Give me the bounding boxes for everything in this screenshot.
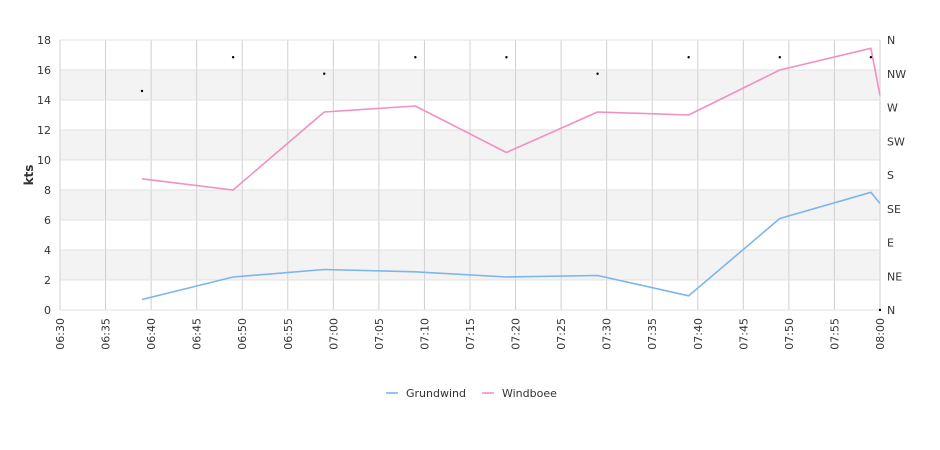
direction-point [505,56,508,59]
direction-point [414,56,417,59]
direction-axis-tick-labels: N NE E SE S SW W NW N [887,34,906,317]
x-tick-label: 07:05 [373,318,386,350]
x-tick-label: 06:55 [282,318,295,350]
direction-point [687,56,690,59]
y-tick-label: 12 [37,124,51,137]
x-tick-label: 07:40 [692,318,705,350]
x-tick-label: 06:50 [236,318,249,350]
legend-label: Windboee [502,387,557,400]
direction-point [596,72,599,75]
x-tick-label: 06:35 [100,318,113,350]
x-tick-label: 07:35 [646,318,659,350]
y-tick-label: 8 [44,184,51,197]
x-axis-tick-labels: 06:30 06:35 06:40 06:45 06:50 06:55 07:00 07:05… [54,318,887,350]
y-tick-label: 2 [44,274,51,287]
direction-tick-label: W [887,102,898,115]
direction-point [778,56,781,59]
y-axis-tick-labels: 0 2 4 6 8 10 12 14 16 18 [37,34,51,317]
y-tick-label: 6 [44,214,51,227]
direction-tick-label: N [887,34,895,47]
direction-markers [140,56,882,312]
direction-point [140,89,144,93]
series-line-grundwind [141,191,881,301]
x-tick-label: 07:20 [510,318,523,350]
horizontal-gridlines [60,39,880,311]
y-tick-label: 0 [44,304,51,317]
x-tick-label: 07:55 [828,318,841,350]
x-tick-label: 06:45 [191,318,204,350]
x-tick-label: 07:45 [737,318,750,350]
direction-point [323,72,326,75]
direction-point [869,56,873,59]
x-tick-label: 06:30 [54,318,67,350]
x-tick-label: 06:40 [145,318,158,350]
x-tick-label: 08:00 [874,318,887,350]
direction-point [878,308,882,312]
y-tick-label: 18 [37,34,51,47]
x-tick-label: 07:25 [555,318,568,350]
direction-point [231,56,235,59]
x-tick-label: 07:00 [327,318,340,350]
series-lines [141,47,881,301]
y-tick-label: 10 [37,154,51,167]
vertical-gridlines [59,40,881,310]
series-line-windboee [141,47,881,191]
direction-tick-label: SW [887,135,905,148]
x-tick-label: 07:30 [601,318,614,350]
y-tick-label: 4 [44,244,51,257]
direction-tick-label: NW [887,68,906,81]
x-tick-label: 07:10 [418,318,431,350]
direction-tick-label: NE [887,270,902,283]
x-tick-label: 07:50 [783,318,796,350]
legend: Grundwind Windboee [386,387,557,400]
direction-tick-label: N [887,304,895,317]
legend-label: Grundwind [406,387,466,400]
y-tick-label: 14 [37,94,51,107]
x-tick-label: 07:15 [464,318,477,350]
y-axis-title: kts [22,165,36,186]
direction-tick-label: S [887,169,894,182]
y-tick-label: 16 [37,64,51,77]
direction-tick-label: SE [887,203,901,216]
direction-tick-label: E [887,237,894,250]
